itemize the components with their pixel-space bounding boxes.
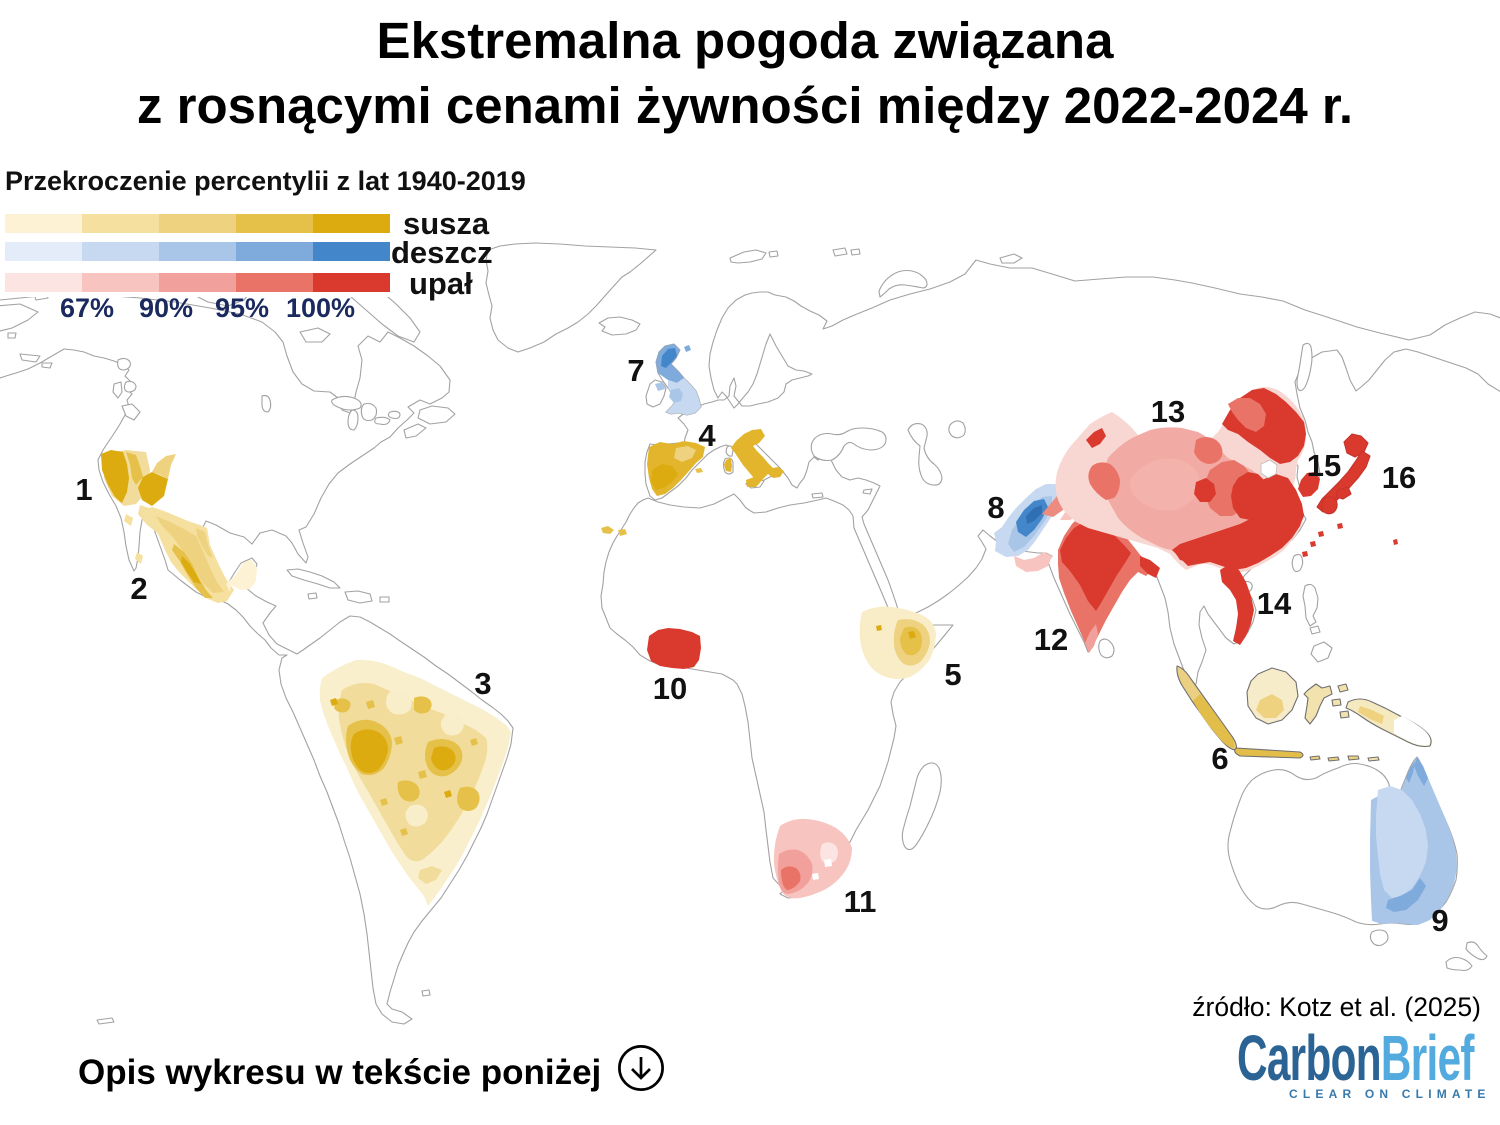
svg-text:4: 4 [698,418,716,453]
svg-text:8: 8 [987,490,1004,525]
svg-text:15: 15 [1307,448,1341,483]
svg-text:2: 2 [130,571,147,606]
svg-text:5: 5 [944,657,961,692]
svg-text:13: 13 [1151,394,1185,429]
svg-text:1: 1 [75,472,92,507]
svg-text:14: 14 [1257,586,1292,621]
svg-text:10: 10 [653,671,687,706]
svg-text:3: 3 [474,666,491,701]
svg-text:9: 9 [1431,903,1448,938]
svg-text:7: 7 [627,353,644,388]
svg-text:6: 6 [1211,741,1228,776]
svg-text:12: 12 [1034,622,1068,657]
svg-text:16: 16 [1382,460,1416,495]
svg-text:11: 11 [844,884,877,919]
